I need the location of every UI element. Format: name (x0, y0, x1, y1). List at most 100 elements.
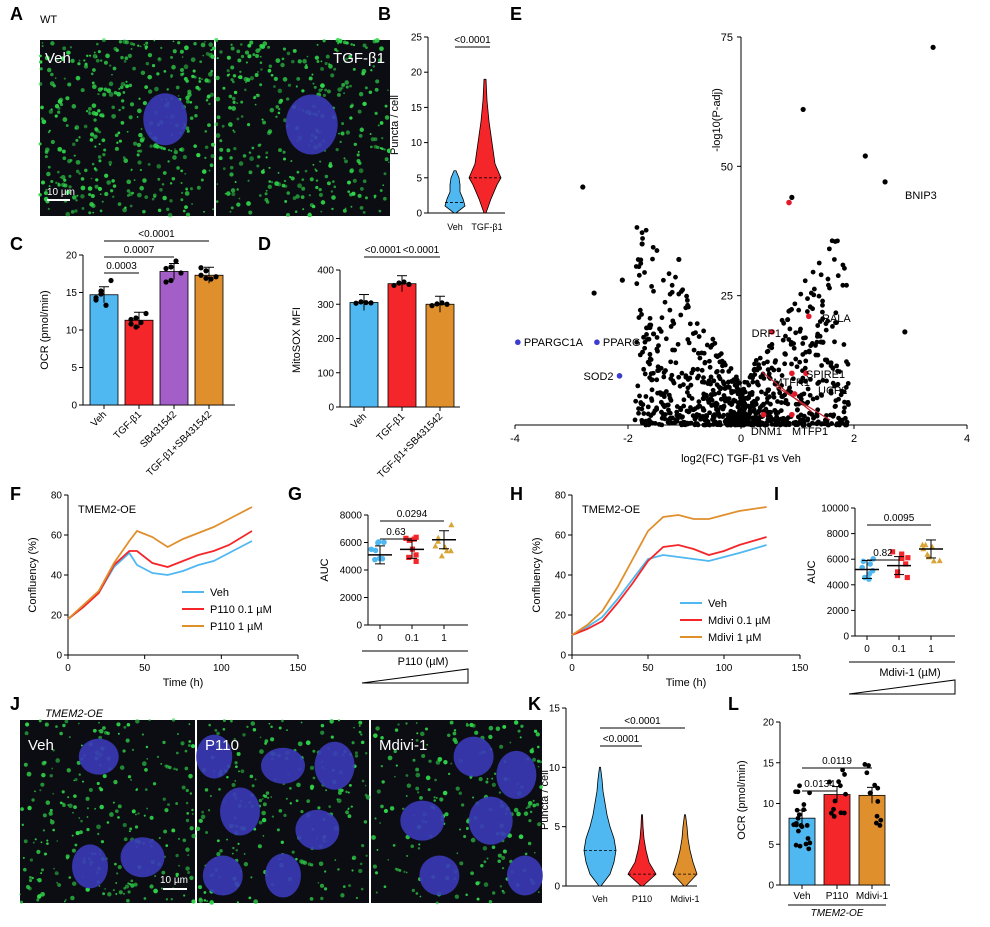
panelC-point (108, 277, 114, 284)
panelA-image-tgf-puncta (330, 190, 334, 193)
panelJ-image-veh-puncta (185, 866, 190, 871)
panelE-point (810, 396, 816, 402)
panelE-point (797, 329, 803, 334)
panelB-violin-veh (444, 170, 466, 214)
panelA-image-veh-puncta (172, 155, 177, 160)
panelA-image-tgf-puncta (262, 41, 268, 46)
panelE-point (683, 373, 689, 379)
panelE-point (808, 343, 814, 349)
panelA-image-veh-puncta (208, 52, 214, 58)
panelG-point (438, 552, 445, 559)
panelA-image-veh-puncta (93, 51, 96, 54)
panelJ-image-p110-puncta (243, 853, 246, 855)
panelA-image-tgf-puncta (295, 194, 300, 199)
panelJ-image-veh-puncta (61, 790, 65, 794)
panelA-scale: 10 µm (47, 187, 75, 198)
panelA-image-tgf-puncta (301, 186, 306, 191)
panelJ-image-veh-puncta (59, 731, 63, 736)
panelA-image-veh-puncta (140, 70, 146, 76)
panelE-point-red (789, 411, 795, 418)
panelA-image-veh-puncta (200, 178, 204, 182)
panelE-point (803, 349, 809, 355)
panelJ-image-p110-puncta (309, 765, 315, 770)
panelE-point (818, 392, 824, 397)
panelA-image-tgf-puncta (259, 44, 264, 49)
panelJ-image-veh-puncta (148, 718, 151, 722)
panelE-point (635, 383, 641, 389)
panelJ-image-p110-puncta (354, 754, 359, 758)
panelA-image-tgf-puncta (232, 74, 237, 78)
panelJ-image-p110-puncta (351, 855, 357, 861)
panelJ-image-mdivi-puncta (383, 885, 387, 889)
panelE-point (685, 385, 691, 391)
panelC-point (168, 264, 174, 270)
panelJ-image-p110-puncta (257, 844, 262, 849)
panelA-image-veh-puncta (210, 154, 215, 159)
panelA-image-veh-puncta (156, 164, 162, 169)
panelJ-image-mdivi-puncta (454, 894, 460, 899)
panelA-image-veh-puncta (209, 92, 214, 97)
panelJ-image-mdivi-puncta (380, 735, 384, 740)
panelA-image-tgf-puncta (215, 200, 219, 203)
panelA-image-tgf-puncta (254, 73, 259, 77)
panelJ-image-mdivi-puncta (415, 772, 421, 778)
panelA-image-veh-puncta (210, 69, 213, 73)
panelJ-image-mdivi-puncta (527, 804, 531, 809)
panelE-point (819, 309, 825, 315)
panelA-image-tgf-puncta (321, 88, 324, 91)
panelA-image-veh-puncta (180, 169, 184, 173)
panelA-image-veh-puncta (151, 63, 156, 68)
panelJ-image-p110-puncta (329, 719, 334, 724)
panelA-image-veh-puncta (127, 53, 133, 59)
panelA-image-tgf-puncta (233, 130, 236, 134)
panelD-bar-0 (349, 302, 379, 408)
panelG-point (411, 536, 417, 542)
panelA-image-veh-puncta (148, 89, 153, 94)
panelE-point (834, 363, 840, 369)
panelG-point (375, 539, 382, 545)
panelA-image-veh-puncta (39, 67, 43, 71)
panelE-point (786, 337, 792, 342)
panelJ-image-veh-puncta (126, 898, 130, 903)
panelA-image-tgf-puncta (359, 187, 364, 191)
panelA-image-veh-puncta (185, 95, 190, 101)
panelJ-image-p110-puncta (201, 810, 205, 814)
panelJ-image-veh-puncta (156, 755, 160, 758)
panelD-point (401, 279, 407, 285)
panelA-image-tgf-puncta (215, 75, 220, 81)
panelA-image-tgf-puncta (259, 61, 263, 65)
panelA-image-tgf-puncta (338, 132, 341, 135)
panelJ-image-veh-puncta (68, 803, 73, 808)
panelE-point (790, 376, 796, 382)
panelJ-image-mdivi-puncta (513, 807, 519, 813)
panelA-image-tgf-puncta (309, 203, 314, 208)
panelA-image-veh-puncta (72, 195, 77, 200)
panelA-image-tgf-puncta (283, 185, 286, 188)
panelE-point (845, 401, 851, 407)
panelE-point (662, 404, 667, 410)
panelE-label-red: DRP1 (752, 328, 781, 340)
panelJ-image-p110-puncta (203, 891, 207, 894)
panelJ-image-mdivi-puncta (415, 767, 420, 772)
panelJ-image-mdivi-puncta (488, 725, 494, 731)
panelA-image-tgf-puncta (378, 58, 382, 62)
panelA-image-veh-puncta (90, 177, 93, 180)
panelE-point (714, 407, 719, 412)
panelE-point (787, 308, 793, 313)
panelK-ytick-label: 0 (554, 882, 560, 893)
panelA-image-tgf-puncta (286, 51, 291, 56)
panelI-point (930, 557, 937, 564)
panelE-point (837, 422, 842, 428)
panelA-image-veh-puncta (122, 91, 126, 94)
panelA-image-tgf-puncta (230, 78, 234, 82)
panelJ-image-veh-puncta (72, 811, 74, 814)
panelJ-image-p110-puncta (209, 794, 212, 798)
panelE-point (737, 408, 742, 414)
panelJ-image-mdivi-puncta (523, 811, 529, 816)
panelE-point (805, 386, 811, 392)
panelA-image-veh-puncta (43, 191, 48, 195)
panelA-image-tgf-puncta (352, 43, 356, 47)
panelJ-image-mdivi-puncta (372, 864, 377, 869)
panelA-image-veh-puncta (129, 204, 133, 208)
panelE-point (655, 364, 661, 370)
